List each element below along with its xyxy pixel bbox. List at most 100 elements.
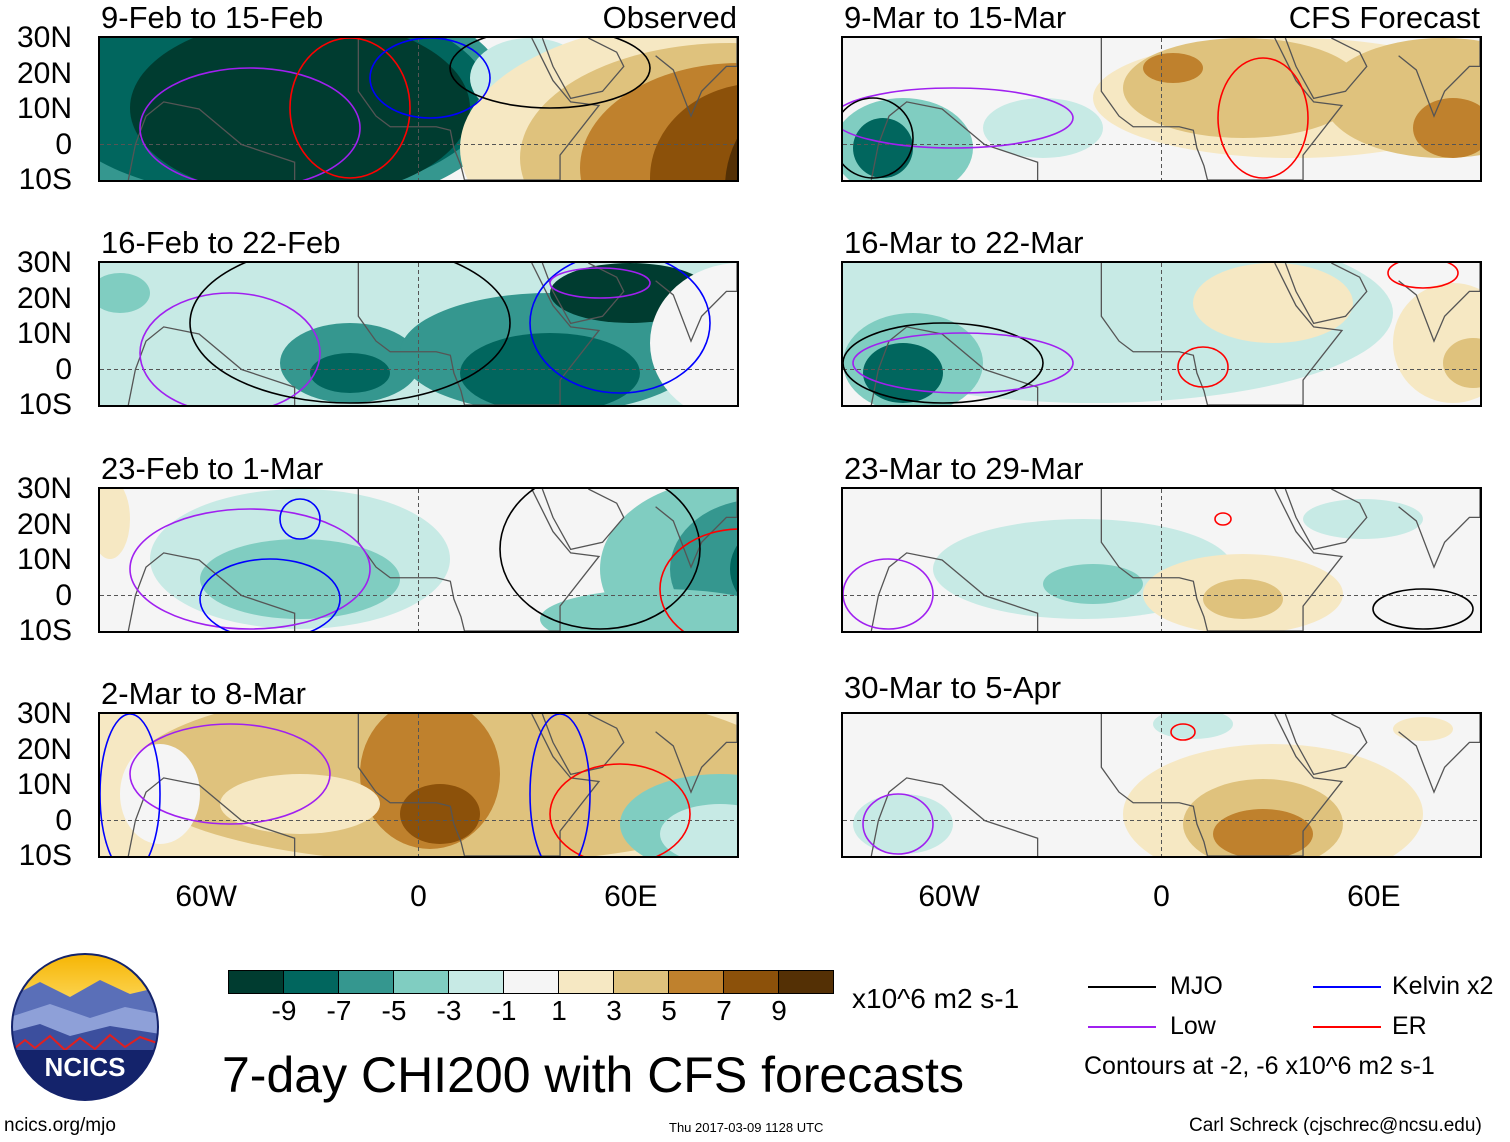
contour-line bbox=[449, 38, 651, 109]
contour-line bbox=[279, 498, 321, 540]
contour-line bbox=[499, 489, 701, 630]
anomaly-region bbox=[1393, 717, 1453, 741]
anomaly-region bbox=[650, 85, 737, 180]
latitude-label: 20N bbox=[16, 732, 72, 766]
panel-title: 2-Mar to 8-Mar bbox=[101, 676, 306, 711]
map-panel bbox=[841, 712, 1482, 858]
latitude-label: 20N bbox=[16, 281, 72, 315]
coastline bbox=[541, 489, 625, 551]
contour-line bbox=[139, 67, 361, 180]
latitude-label: 10N bbox=[16, 317, 72, 350]
contour-line bbox=[199, 558, 341, 631]
figure-title: 7-day CHI200 with CFS forecasts bbox=[222, 1047, 964, 1103]
longitude-label: 60E bbox=[604, 880, 658, 913]
coastline bbox=[1100, 714, 1344, 856]
coastline bbox=[1100, 38, 1344, 180]
legend-kelvin: Kelvin x2 bbox=[1392, 972, 1494, 1000]
coastline bbox=[127, 777, 296, 856]
contour-line bbox=[129, 723, 331, 825]
coastline bbox=[127, 326, 296, 405]
latitude-label: 30N bbox=[16, 472, 72, 505]
coastline bbox=[541, 263, 625, 325]
colorbar-label: 7 bbox=[716, 995, 732, 1026]
latitude-label: 10S bbox=[18, 839, 72, 872]
coastline bbox=[870, 777, 1039, 856]
coastline bbox=[870, 101, 1039, 180]
colorbar-swatch bbox=[614, 971, 669, 993]
coastline bbox=[1100, 489, 1344, 631]
colorbar-label: 1 bbox=[551, 995, 567, 1026]
anomaly-region bbox=[1203, 579, 1283, 619]
contour-line bbox=[1170, 723, 1196, 741]
contour-line bbox=[1387, 263, 1459, 289]
latitude-label: 30N bbox=[16, 697, 72, 730]
latitude-label: 0 bbox=[55, 578, 72, 612]
coastline bbox=[1284, 38, 1368, 100]
map-panel bbox=[98, 36, 739, 182]
anomaly-region bbox=[310, 353, 390, 393]
contour-line bbox=[549, 267, 651, 299]
footer-url[interactable]: ncics.org/mjo bbox=[4, 1115, 116, 1136]
latitude-label: 0 bbox=[55, 127, 72, 161]
map-panel bbox=[841, 36, 1482, 182]
legend-er: ER bbox=[1392, 1012, 1427, 1040]
colorbar bbox=[228, 970, 834, 994]
colorbar-swatch bbox=[504, 971, 559, 993]
legend-line-kelvin bbox=[1313, 986, 1381, 988]
coastline bbox=[357, 38, 601, 180]
map-panel bbox=[841, 487, 1482, 633]
contour-line bbox=[843, 87, 1074, 149]
colorbar-label: -9 bbox=[271, 995, 297, 1026]
coastline bbox=[655, 489, 737, 569]
panel-title: 23-Feb to 1-Mar bbox=[101, 451, 324, 486]
coastline bbox=[1284, 263, 1368, 325]
anomaly-region bbox=[540, 589, 737, 631]
contour-line bbox=[843, 97, 914, 179]
latitude-label: 0 bbox=[55, 352, 72, 386]
longitude-label: 60E bbox=[1347, 880, 1401, 913]
anomaly-region bbox=[1043, 564, 1143, 604]
latitude-label: 10S bbox=[18, 614, 72, 647]
coastline bbox=[357, 714, 601, 856]
colorbar-label: -3 bbox=[436, 995, 462, 1026]
anomaly-region bbox=[660, 804, 737, 856]
coastline bbox=[357, 263, 601, 405]
colorbar-label: 5 bbox=[661, 995, 677, 1026]
ncics-logo: NCICS bbox=[10, 952, 160, 1102]
contour-line bbox=[1217, 57, 1309, 179]
anomaly-region bbox=[100, 273, 150, 313]
contour-line bbox=[843, 322, 1044, 404]
panel-source-tag: CFS Forecast bbox=[1288, 0, 1480, 35]
panel-title: 9-Feb to 15-Feb bbox=[101, 0, 324, 35]
anomaly-region bbox=[400, 784, 480, 844]
latitude-label: 10N bbox=[16, 543, 72, 576]
contour-line bbox=[1214, 512, 1232, 526]
contour-line bbox=[852, 332, 1074, 394]
anomaly-region bbox=[1143, 53, 1203, 83]
colorbar-swatch bbox=[669, 971, 724, 993]
legend-mjo: MJO bbox=[1170, 972, 1223, 1000]
coastline bbox=[1284, 489, 1368, 551]
legend-line-low bbox=[1088, 1026, 1156, 1028]
colorbar-label: 3 bbox=[606, 995, 622, 1026]
coastline bbox=[541, 714, 625, 776]
anomaly-region bbox=[853, 118, 913, 178]
colorbar-label: -1 bbox=[491, 995, 517, 1026]
contour-line bbox=[1372, 588, 1474, 630]
contour-line bbox=[549, 763, 691, 856]
anomaly-region bbox=[863, 343, 943, 403]
map-panel bbox=[841, 261, 1482, 407]
contour-line bbox=[1177, 346, 1229, 388]
anomaly-region bbox=[853, 794, 953, 854]
map-panel bbox=[98, 487, 739, 633]
colorbar-swatch bbox=[559, 971, 614, 993]
coastline bbox=[655, 263, 737, 343]
anomaly-region bbox=[730, 545, 737, 593]
longitude-label: 0 bbox=[410, 880, 427, 913]
longitude-label: 0 bbox=[1153, 880, 1170, 913]
coastline bbox=[127, 101, 296, 180]
contour-line bbox=[529, 714, 591, 856]
latitude-label: 0 bbox=[55, 803, 72, 837]
panel-title: 16-Feb to 22-Feb bbox=[101, 225, 341, 260]
contour-line bbox=[659, 528, 737, 631]
